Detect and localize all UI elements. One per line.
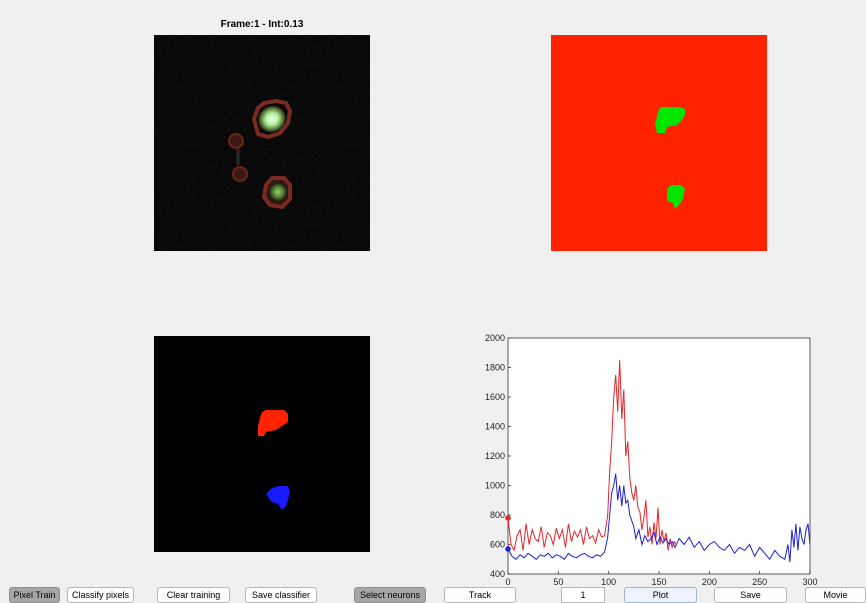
- save-button[interactable]: Save: [714, 587, 787, 603]
- frame-title: Frame:1 - Int:0.13: [220, 19, 304, 30]
- trace-line-2: [507, 473, 811, 563]
- x-tick-label-6: 300: [802, 577, 817, 587]
- red-spot-1: [228, 133, 244, 149]
- red-spot-2: [232, 166, 248, 182]
- neuron-2-region: [266, 486, 290, 510]
- select-neurons-toggle[interactable]: Select neurons: [354, 587, 426, 603]
- neuron-1-region: [258, 410, 288, 436]
- y-tick-label-7: 1800: [485, 363, 505, 373]
- track-button[interactable]: Track: [444, 587, 516, 603]
- y-tick-label-2: 800: [490, 510, 505, 520]
- trace-start-marker-1: [505, 515, 511, 521]
- y-tick-label-1: 600: [490, 540, 505, 550]
- trace-start-marker-2: [505, 546, 511, 552]
- trace-line-1: [507, 360, 677, 552]
- pixel-train-toggle[interactable]: Pixel Train: [9, 587, 60, 603]
- save-classifier-button[interactable]: Save classifier: [245, 587, 317, 603]
- y-tick-label-6: 1600: [485, 392, 505, 402]
- cell-1: [258, 105, 286, 133]
- x-tick-label-2: 100: [601, 577, 616, 587]
- y-tick-label-8: 2000: [485, 333, 505, 343]
- clear-training-button[interactable]: Clear training: [157, 587, 230, 603]
- green-region-1: [655, 107, 685, 133]
- x-tick-label-5: 250: [752, 577, 767, 587]
- selected-neurons-image[interactable]: [154, 336, 370, 552]
- cell-2: [269, 183, 287, 201]
- classify-pixels-button[interactable]: Classify pixels: [67, 587, 134, 603]
- y-tick-label-3: 1000: [485, 481, 505, 491]
- green-region-2: [667, 185, 685, 209]
- x-tick-label-1: 50: [553, 577, 563, 587]
- y-tick-label-5: 1400: [485, 422, 505, 432]
- x-tick-label-3: 150: [651, 577, 666, 587]
- y-tick-label-4: 1200: [485, 451, 505, 461]
- y-tick-label-0: 400: [490, 569, 505, 579]
- frame-number-field[interactable]: 1: [561, 587, 605, 603]
- cell-outline-1: [251, 98, 293, 140]
- trace-plot[interactable]: 0 50 100 150 200 250 300 400 600 800 1000 1200 1400 1…: [474, 330, 824, 600]
- x-tick-label-4: 200: [702, 577, 717, 587]
- plot-button[interactable]: Plot: [624, 587, 697, 603]
- movie-button[interactable]: Movie: [805, 587, 866, 603]
- classified-pixels-image[interactable]: [551, 35, 767, 251]
- x-tick-label-0: 0: [505, 577, 510, 587]
- raw-fluorescence-image[interactable]: [154, 35, 370, 251]
